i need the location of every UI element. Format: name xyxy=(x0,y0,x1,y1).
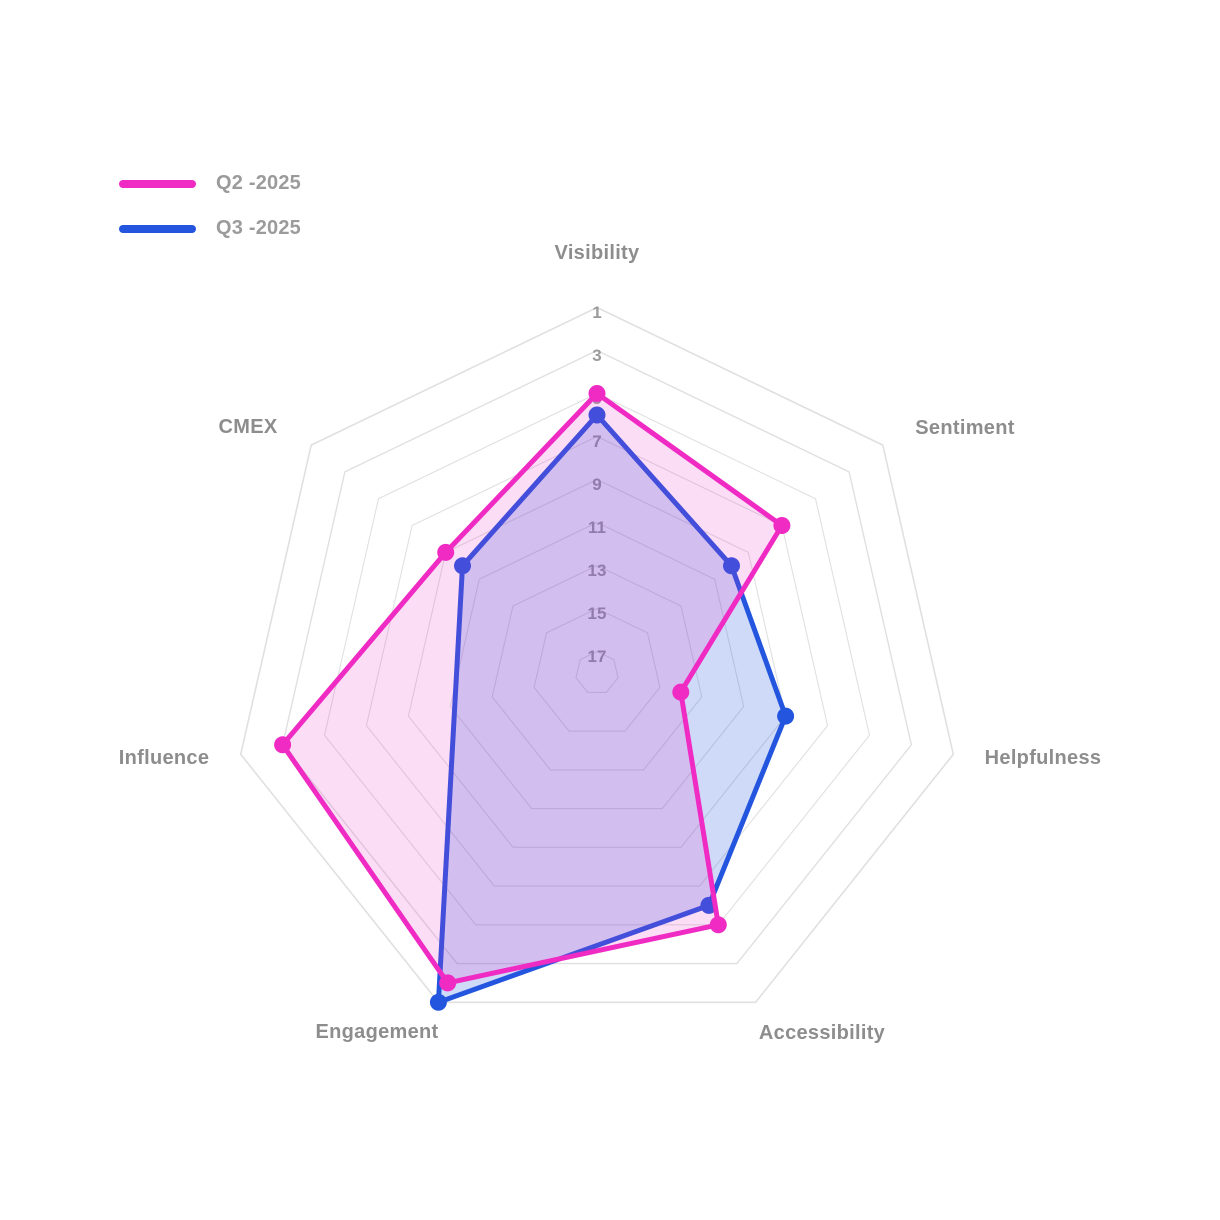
data-point-q3-2025[interactable] xyxy=(429,993,447,1011)
radial-tick-label: 15 xyxy=(588,604,607,623)
axis-label-helpfulness: Helpfulness xyxy=(985,747,1102,769)
data-point-q2-2025[interactable] xyxy=(274,736,292,754)
axis-label-visibility: Visibility xyxy=(555,242,640,264)
data-point-q3-2025[interactable] xyxy=(588,406,606,424)
grid-ring-7 xyxy=(365,435,829,887)
grid-ring-9 xyxy=(407,478,787,848)
grid-ring-5 xyxy=(323,392,871,926)
data-point-q2-2025[interactable] xyxy=(773,517,791,534)
radial-tick-label: 13 xyxy=(588,561,607,580)
data-point-q3-2025[interactable] xyxy=(723,557,740,575)
radial-tick-label: 1 xyxy=(592,303,601,322)
legend-swatch xyxy=(119,179,196,188)
grid-ring-3 xyxy=(281,349,913,965)
data-point-q2-2025[interactable] xyxy=(588,385,606,402)
grid-ring-17 xyxy=(575,650,619,693)
data-point-q2-2025[interactable] xyxy=(709,916,727,934)
legend-item-q3-2025[interactable]: Q3 -2025 xyxy=(119,217,301,240)
data-point-q2-2025[interactable] xyxy=(437,543,455,561)
data-point-q2-2025[interactable] xyxy=(439,974,457,992)
axis-label-cmex: CMEX xyxy=(219,416,278,438)
data-point-q3-2025[interactable] xyxy=(777,707,795,725)
grid-ring-11 xyxy=(449,521,745,810)
axis-label-influence: Influence xyxy=(119,747,210,769)
grid-ring-13 xyxy=(491,564,703,771)
legend-label: Q3 -2025 xyxy=(216,217,301,239)
chart-legend: Q2 -2025 Q3 -2025 xyxy=(119,172,301,240)
grid-ring-1 xyxy=(239,306,955,1004)
series-fill-q2-2025 xyxy=(282,393,782,983)
legend-swatch xyxy=(119,224,196,233)
radial-tick-label: 17 xyxy=(588,647,607,666)
radial-tick-label: 7 xyxy=(592,432,601,451)
legend-label: Q2 -2025 xyxy=(216,172,301,194)
radial-tick-label: 3 xyxy=(592,346,601,365)
axis-label-accessibility: Accessibility xyxy=(759,1022,886,1044)
series-line-q2-2025[interactable] xyxy=(280,391,785,986)
series-fill-q3-2025 xyxy=(438,415,786,1003)
legend-item-q2-2025[interactable]: Q2 -2025 xyxy=(119,172,301,195)
grid-ring-15 xyxy=(533,607,661,732)
data-point-q2-2025[interactable] xyxy=(672,683,690,701)
radial-tick-label: 11 xyxy=(588,518,606,537)
radial-tick-label: 9 xyxy=(592,475,601,494)
axis-label-sentiment: Sentiment xyxy=(915,417,1014,439)
axis-label-engagement: Engagement xyxy=(315,1021,438,1043)
data-point-q3-2025[interactable] xyxy=(454,557,471,575)
